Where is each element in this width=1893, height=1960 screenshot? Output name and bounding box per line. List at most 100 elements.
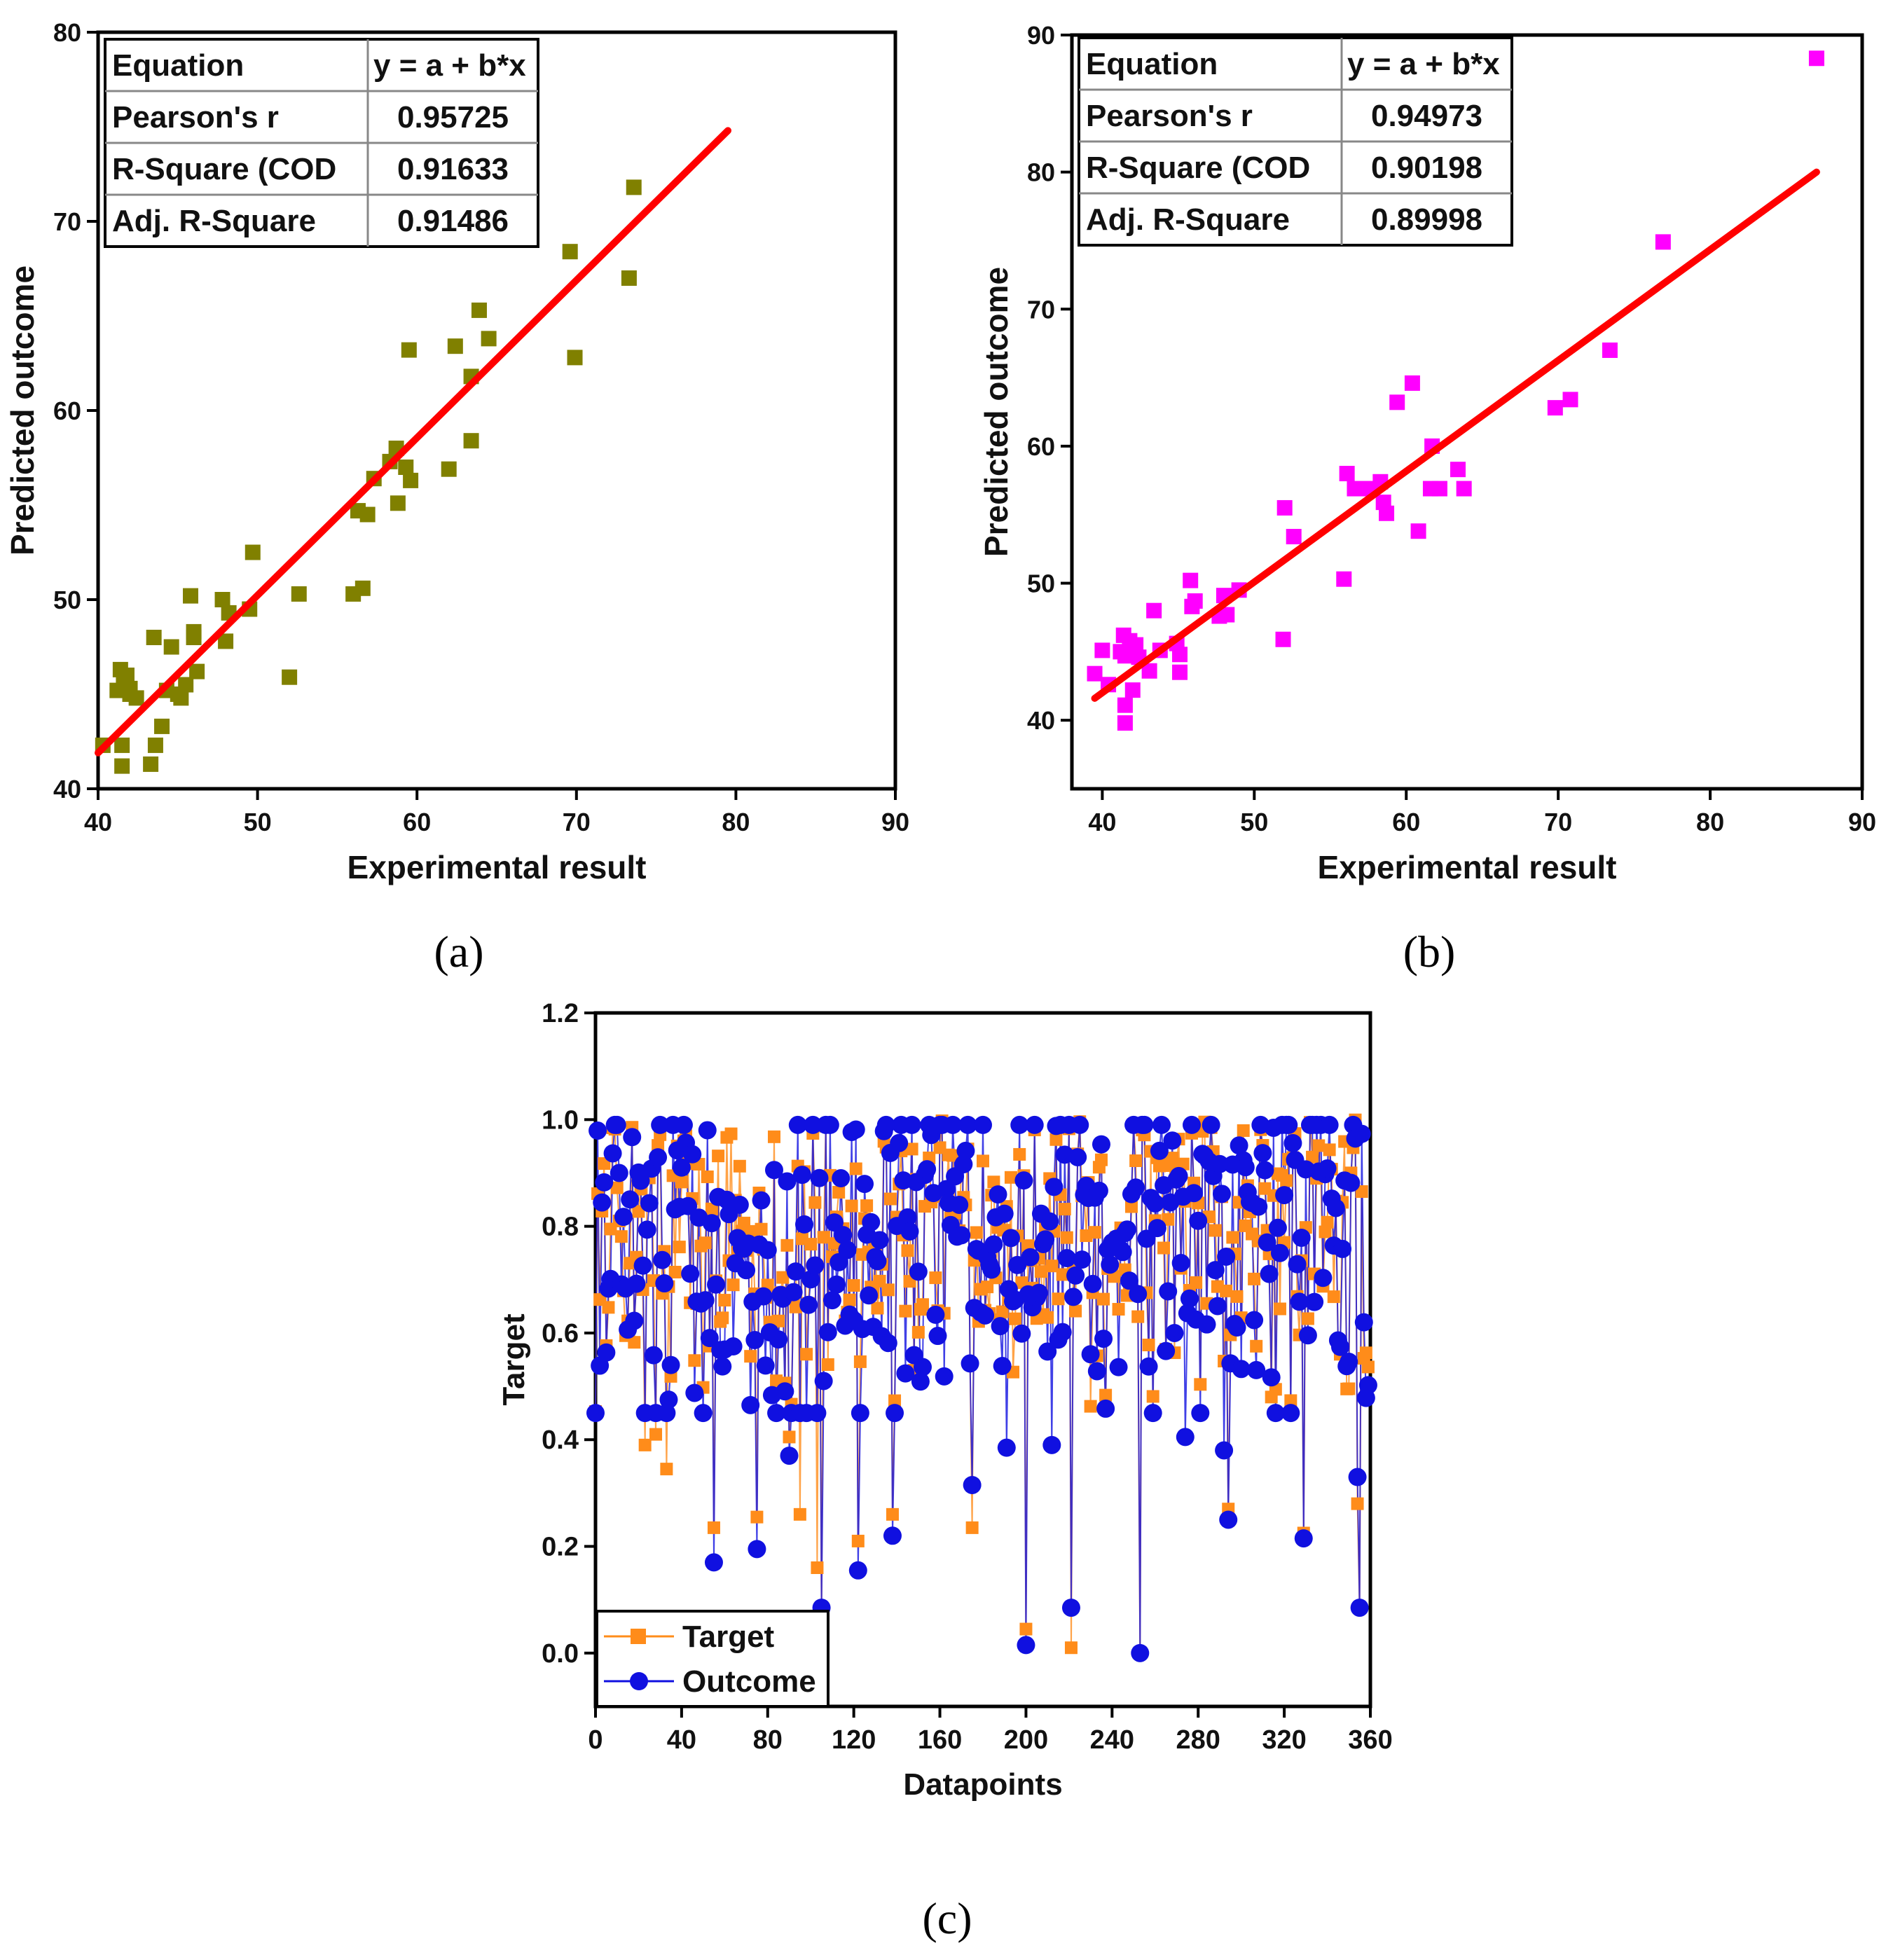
data-point-outcome bbox=[876, 1115, 895, 1134]
data-point-outcome bbox=[1281, 1404, 1300, 1423]
data-point-outcome bbox=[769, 1330, 788, 1349]
x-tick-label: 80 bbox=[753, 1725, 783, 1755]
data-point-outcome bbox=[1101, 1255, 1120, 1274]
data-point-outcome bbox=[1217, 1247, 1236, 1266]
data-point-outcome bbox=[1180, 1289, 1199, 1308]
data-point-outcome bbox=[696, 1291, 715, 1310]
data-point-outcome bbox=[862, 1213, 881, 1231]
data-point-outcome bbox=[886, 1404, 904, 1423]
data-point-outcome bbox=[984, 1235, 1003, 1254]
data-point-outcome bbox=[758, 1241, 777, 1259]
data-point-target bbox=[1209, 1224, 1222, 1237]
data-point-target bbox=[1049, 1133, 1063, 1146]
x-tick-label: 60 bbox=[403, 808, 431, 836]
data-point-outcome bbox=[1089, 1181, 1108, 1200]
y-tick-label: 0.6 bbox=[542, 1319, 579, 1348]
data-point bbox=[245, 544, 261, 560]
data-point-target bbox=[614, 1230, 628, 1243]
data-point-outcome bbox=[702, 1214, 721, 1233]
data-point-outcome bbox=[1083, 1274, 1102, 1293]
data-point-outcome bbox=[651, 1115, 670, 1134]
data-point-target bbox=[1194, 1378, 1207, 1391]
x-axis-label: Experimental result bbox=[347, 849, 647, 885]
data-point-target bbox=[610, 1181, 624, 1194]
data-point-outcome bbox=[810, 1168, 829, 1187]
data-point-target bbox=[916, 1298, 929, 1311]
data-point-outcome bbox=[683, 1145, 702, 1164]
data-point-outcome bbox=[834, 1226, 853, 1245]
data-point-outcome bbox=[644, 1346, 663, 1365]
data-point-target bbox=[1099, 1388, 1113, 1402]
data-point-target bbox=[789, 1300, 802, 1313]
data-point-target bbox=[853, 1355, 867, 1368]
data-point-outcome bbox=[621, 1190, 640, 1209]
data-point-target bbox=[1015, 1276, 1028, 1290]
data-point bbox=[447, 338, 463, 354]
data-point-outcome bbox=[1202, 1115, 1220, 1134]
data-point-outcome bbox=[868, 1252, 887, 1271]
data-point-outcome bbox=[704, 1553, 723, 1572]
data-point-outcome bbox=[623, 1128, 642, 1147]
x-tick-label: 50 bbox=[244, 808, 272, 836]
data-point bbox=[441, 461, 457, 477]
data-point bbox=[118, 668, 135, 683]
data-point-outcome bbox=[756, 1356, 775, 1375]
data-point-outcome bbox=[1318, 1159, 1337, 1178]
stats-value: 0.89998 bbox=[1371, 202, 1482, 237]
data-point-target bbox=[1280, 1174, 1293, 1187]
data-point-outcome bbox=[989, 1185, 1007, 1204]
data-point bbox=[1172, 647, 1188, 663]
data-point-outcome bbox=[1159, 1282, 1178, 1301]
stats-value: 0.95725 bbox=[397, 100, 509, 134]
data-point-target bbox=[632, 1205, 645, 1218]
data-point-target bbox=[660, 1463, 673, 1476]
data-point-outcome bbox=[822, 1291, 841, 1310]
data-point-outcome bbox=[1061, 1599, 1080, 1617]
x-tick-label: 80 bbox=[1696, 808, 1724, 836]
data-point-target bbox=[1361, 1360, 1375, 1374]
data-point-target bbox=[970, 1226, 983, 1239]
data-point-target bbox=[1162, 1213, 1175, 1226]
data-point-outcome bbox=[913, 1358, 932, 1376]
data-point-outcome bbox=[792, 1166, 811, 1185]
data-point bbox=[354, 580, 371, 596]
data-point-outcome bbox=[786, 1262, 805, 1281]
data-point-outcome bbox=[1042, 1435, 1061, 1454]
x-tick-label: 90 bbox=[881, 808, 909, 836]
data-point-target bbox=[1009, 1312, 1022, 1325]
data-point-outcome bbox=[1268, 1218, 1287, 1237]
data-point-outcome bbox=[918, 1160, 937, 1179]
data-point-target bbox=[899, 1304, 912, 1318]
data-point-target bbox=[744, 1350, 757, 1363]
y-tick-label: 0.8 bbox=[542, 1213, 579, 1242]
data-point bbox=[163, 639, 179, 655]
data-point-outcome bbox=[1249, 1197, 1268, 1216]
data-point-outcome bbox=[1029, 1283, 1048, 1302]
data-point-outcome bbox=[827, 1275, 846, 1294]
stats-label: Adj. R-Square bbox=[112, 204, 316, 238]
x-tick-label: 40 bbox=[84, 808, 112, 836]
data-point-outcome bbox=[1253, 1144, 1272, 1163]
data-point-target bbox=[1146, 1390, 1159, 1403]
legend-label: Outcome bbox=[682, 1664, 816, 1699]
data-point bbox=[1602, 342, 1618, 358]
x-tick-label: 80 bbox=[722, 808, 750, 836]
data-point-target bbox=[800, 1348, 813, 1361]
data-point-target bbox=[701, 1170, 714, 1183]
data-point-target bbox=[1230, 1290, 1244, 1303]
data-point-outcome bbox=[855, 1175, 874, 1194]
data-point bbox=[146, 630, 162, 645]
data-point-target bbox=[1248, 1272, 1261, 1285]
data-point-target bbox=[911, 1325, 925, 1339]
data-point-outcome bbox=[926, 1305, 945, 1324]
data-point-target bbox=[817, 1231, 830, 1244]
data-point-target bbox=[1284, 1394, 1297, 1407]
stats-label: Pearson's r bbox=[112, 100, 279, 134]
data-point-outcome bbox=[700, 1329, 719, 1348]
data-point-outcome bbox=[1129, 1285, 1148, 1304]
data-point-outcome bbox=[1135, 1115, 1154, 1134]
data-point bbox=[1286, 529, 1302, 545]
data-point-outcome bbox=[1183, 1115, 1202, 1134]
data-point-outcome bbox=[1087, 1362, 1106, 1381]
data-point-outcome bbox=[1270, 1243, 1289, 1262]
